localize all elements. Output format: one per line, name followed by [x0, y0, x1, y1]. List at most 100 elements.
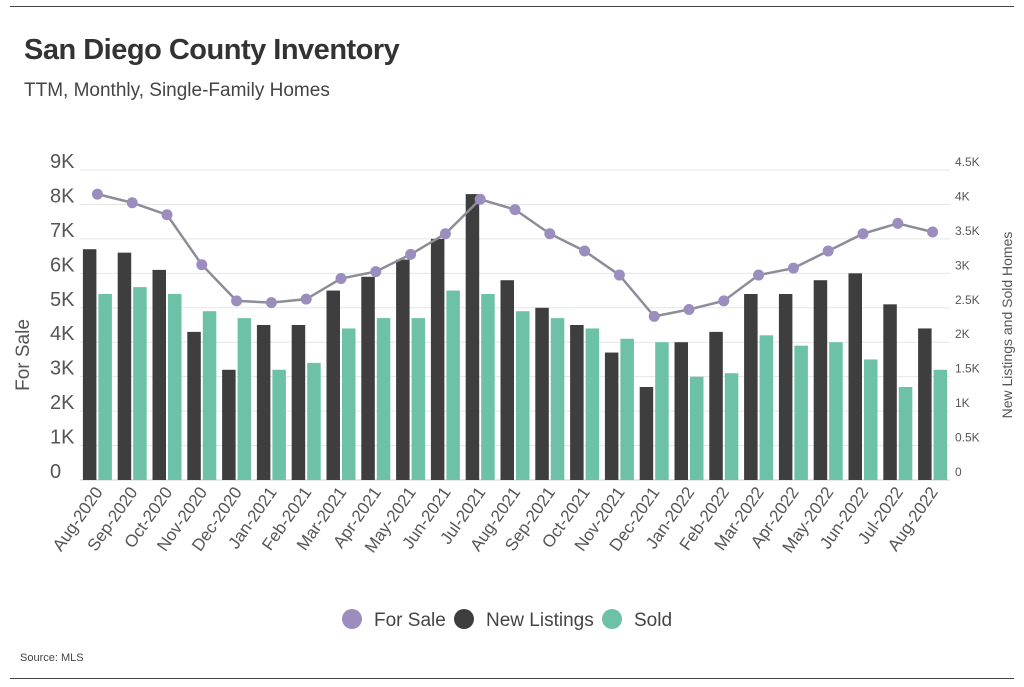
bar-new-listings	[674, 342, 688, 480]
y-tick-label: 8K	[50, 185, 75, 207]
y2-tick-label: 1.5K	[955, 362, 980, 376]
bar-sold	[690, 376, 704, 480]
bar-new-listings	[326, 290, 340, 480]
top-rule	[10, 6, 1014, 7]
bar-sold	[550, 318, 565, 480]
point-for-sale	[91, 188, 103, 200]
y-tick-label: 4K	[50, 323, 75, 345]
point-for-sale	[474, 193, 486, 205]
point-for-sale	[579, 245, 591, 257]
point-for-sale	[753, 269, 765, 281]
bar-new-listings	[361, 276, 375, 480]
bar-new-listings	[152, 269, 166, 480]
bar-sold	[237, 318, 252, 480]
bar-new-listings	[222, 369, 236, 480]
bar-new-listings	[813, 280, 828, 480]
point-for-sale	[787, 262, 799, 274]
bar-sold	[620, 338, 634, 480]
y-tick-label: 5K	[50, 289, 75, 311]
point-for-sale	[265, 297, 277, 309]
y2-tick-label: 3K	[955, 258, 970, 272]
point-for-sale	[892, 217, 904, 229]
chart-subtitle: TTM, Monthly, Single-Family Homes	[24, 80, 330, 101]
point-for-sale	[509, 204, 521, 216]
y2-tick-label: 2.5K	[955, 293, 980, 307]
y-tick-label: 6K	[50, 254, 75, 276]
chart-title: San Diego County Inventory	[24, 34, 400, 66]
legend-label: New Listings	[486, 610, 594, 631]
legend-label: Sold	[634, 610, 672, 631]
point-for-sale	[405, 248, 417, 260]
point-for-sale	[544, 228, 556, 240]
y-tick-label: 7K	[50, 220, 75, 242]
point-for-sale	[439, 228, 451, 240]
y2-tick-label: 1K	[955, 396, 970, 410]
point-for-sale	[683, 304, 695, 315]
y-tick-label: 2K	[50, 392, 75, 414]
bar-sold	[481, 294, 495, 480]
bar-sold	[724, 373, 739, 480]
legend-marker	[454, 609, 474, 629]
bar-new-listings	[187, 331, 201, 480]
bar-sold	[342, 328, 356, 480]
legend-marker	[342, 609, 362, 629]
bar-new-listings	[570, 325, 584, 480]
bar-sold	[307, 362, 321, 480]
y-tick-label: 9K	[50, 151, 75, 173]
y2-tick-label: 0.5K	[955, 431, 980, 445]
y2-tick-label: 4.5K	[955, 155, 980, 169]
point-for-sale	[648, 310, 660, 322]
bar-new-listings	[918, 328, 932, 480]
bar-new-listings	[883, 304, 897, 480]
bar-new-listings	[535, 307, 549, 480]
y2-tick-label: 2K	[955, 327, 970, 341]
bar-sold	[655, 342, 669, 480]
bar-new-listings	[500, 280, 514, 480]
point-for-sale	[822, 245, 834, 257]
point-for-sale	[161, 209, 173, 221]
bar-sold	[376, 318, 391, 480]
point-for-sale	[718, 295, 730, 307]
y-tick-label: 1K	[50, 427, 75, 449]
bar-new-listings	[396, 259, 410, 480]
point-for-sale	[927, 226, 939, 238]
bar-new-listings	[82, 249, 97, 480]
bar-sold	[585, 328, 600, 480]
point-for-sale	[300, 293, 312, 305]
y2-tick-label: 4K	[955, 189, 970, 203]
bar-sold	[516, 311, 530, 480]
point-for-sale	[613, 269, 625, 281]
point-for-sale	[857, 228, 869, 240]
bar-sold	[98, 294, 112, 480]
bar-sold	[794, 345, 808, 480]
bar-sold	[272, 369, 286, 480]
point-for-sale	[231, 295, 243, 307]
point-for-sale	[126, 197, 138, 209]
bar-sold	[933, 369, 948, 480]
source-note: Source: MLS	[20, 652, 84, 664]
bottom-rule	[10, 678, 1014, 679]
bar-new-listings	[778, 294, 793, 480]
bar-new-listings	[709, 331, 723, 480]
y2-tick-label: 3.5K	[955, 224, 980, 238]
bar-new-listings	[744, 294, 758, 480]
bar-sold	[202, 311, 217, 480]
y-axis-label: For Sale	[13, 319, 34, 391]
bar-new-listings	[256, 325, 271, 480]
point-for-sale	[196, 259, 208, 271]
bar-new-listings	[430, 238, 445, 480]
bar-sold	[446, 290, 460, 480]
bar-sold	[411, 318, 426, 480]
bar-sold	[168, 294, 182, 480]
bar-new-listings	[604, 352, 619, 480]
bar-new-listings	[848, 273, 862, 480]
y-tick-label: 0	[50, 461, 61, 483]
point-for-sale	[335, 273, 347, 284]
legend-label: For Sale	[374, 610, 446, 631]
bar-sold	[133, 287, 147, 480]
bar-new-listings	[639, 387, 654, 480]
bar-new-listings	[291, 325, 306, 480]
bar-sold	[759, 335, 774, 480]
bar-sold	[864, 359, 878, 480]
